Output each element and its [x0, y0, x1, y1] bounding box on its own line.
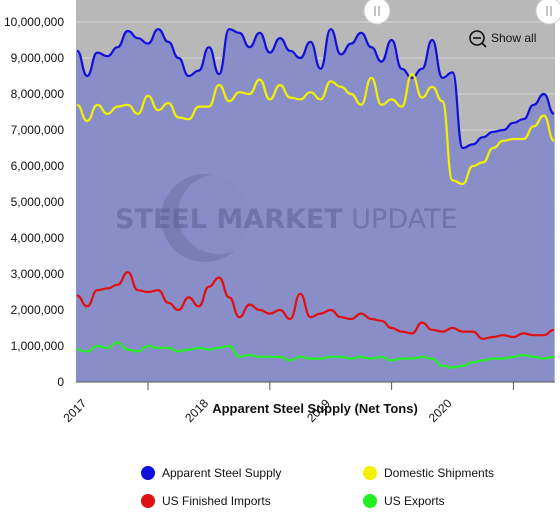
legend-label[interactable]: US Exports [384, 494, 445, 508]
series-line-0[interactable] [76, 28, 555, 150]
y-tick-label: 1,000,000 [11, 339, 65, 353]
watermark-text: STEEL MARKET UPDATE [115, 204, 458, 235]
legend-marker[interactable] [141, 494, 155, 508]
y-tick-label: 5,000,000 [11, 195, 65, 209]
legend-label[interactable]: Apparent Steel Supply [162, 466, 281, 480]
legend-label[interactable]: Domestic Shipments [384, 466, 494, 480]
y-tick-label: 0 [57, 375, 64, 389]
legend-marker[interactable] [141, 466, 155, 480]
y-tick-label: 3,000,000 [11, 267, 65, 281]
legend-marker[interactable] [363, 466, 377, 480]
show-all-label: Show all [491, 31, 536, 45]
series-line-2[interactable] [76, 271, 555, 340]
y-tick-label: 2,000,000 [11, 303, 65, 317]
y-axis-tick-labels: 0 1,000,000 2,000,000 3,000,000 4,000,000 5,0… [4, 15, 64, 389]
navigator-handle-right[interactable] [535, 0, 560, 25]
x-tick-label: 2020 [426, 396, 455, 425]
x-tick-label: 2017 [60, 396, 89, 425]
y-tick-label: 6,000,000 [11, 159, 65, 173]
y-tick-label: 8,000,000 [11, 87, 65, 101]
chart-title: Apparent Steel Supply (Net Tons) [212, 401, 418, 416]
y-tick-label: 9,000,000 [11, 51, 65, 65]
y-tick-label: 4,000,000 [11, 231, 65, 245]
y-tick-label: 7,000,000 [11, 123, 65, 137]
series-line-3[interactable] [76, 341, 555, 369]
navigator-handle-left[interactable] [363, 0, 391, 25]
legend: Apparent Steel Supply Domestic Shipments U… [141, 466, 494, 508]
steel-market-update-watermark: STEEL MARKET UPDATE [115, 174, 458, 262]
x-tick-label: 2018 [182, 396, 211, 425]
series-line-1[interactable] [76, 73, 555, 186]
show-all-button[interactable]: Show all [469, 30, 536, 48]
y-tick-label: 10,000,000 [4, 15, 64, 29]
zoom-out-icon [469, 30, 485, 46]
legend-label[interactable]: US Finished Imports [162, 494, 271, 508]
series-areas [76, 28, 555, 382]
supply-area-fill [77, 29, 554, 382]
legend-marker[interactable] [363, 494, 377, 508]
